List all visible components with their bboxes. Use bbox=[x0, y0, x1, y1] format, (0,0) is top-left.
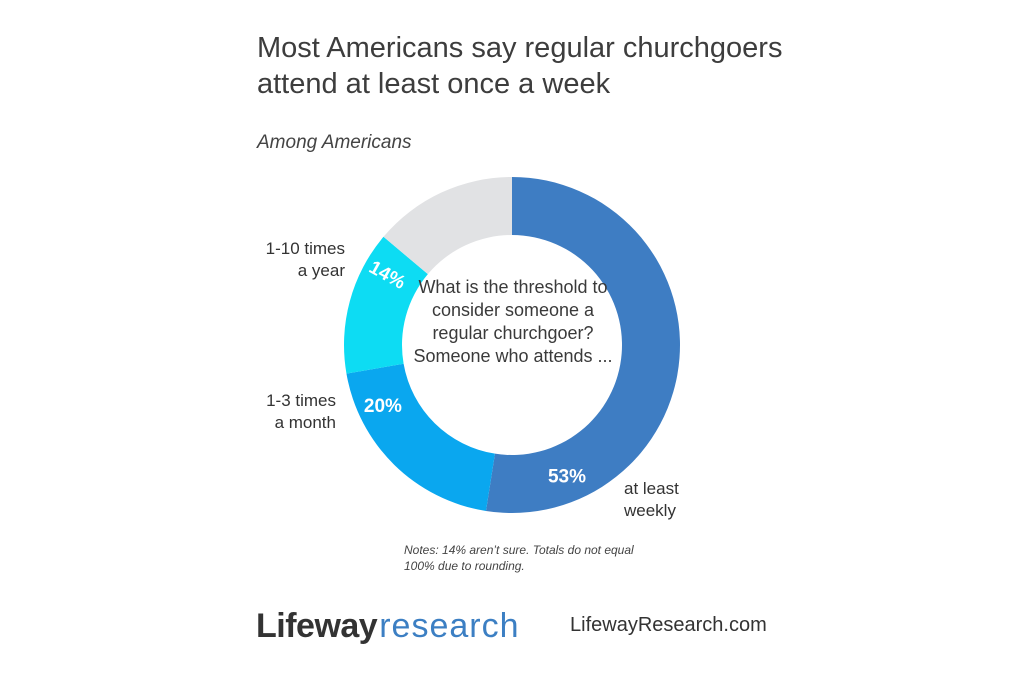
website-url[interactable]: LifewayResearch.com bbox=[570, 614, 767, 636]
chart-subtitle: Among Americans bbox=[257, 132, 412, 153]
value-label-at-least-weekly: 53% bbox=[548, 467, 586, 488]
logo-lifeway: Lifeway bbox=[256, 607, 378, 645]
lifeway-research-logo: Lifewayresearch bbox=[256, 606, 520, 646]
chart-title: Most Americans say regular churchgoers a… bbox=[257, 32, 783, 100]
slice-1-3-times-a-month bbox=[346, 363, 495, 511]
slice-at-least-weekly bbox=[485, 177, 680, 513]
category-label-at-least-weekly: at least weekly bbox=[624, 479, 679, 520]
slice-1-10-times-a-year bbox=[343, 236, 428, 374]
chart-notes: Notes: 14% aren’t sure. Totals do not eq… bbox=[404, 543, 634, 573]
slice-not-sure bbox=[383, 177, 512, 275]
category-label-1-10-times: 1-10 times a year bbox=[265, 239, 345, 280]
value-label-1-3-times-a-month: 20% bbox=[364, 396, 402, 417]
logo-research: research bbox=[379, 607, 520, 645]
center-question: What is the threshold to consider someon… bbox=[413, 277, 613, 366]
category-label-1-3-times: 1-3 times a month bbox=[266, 391, 336, 432]
